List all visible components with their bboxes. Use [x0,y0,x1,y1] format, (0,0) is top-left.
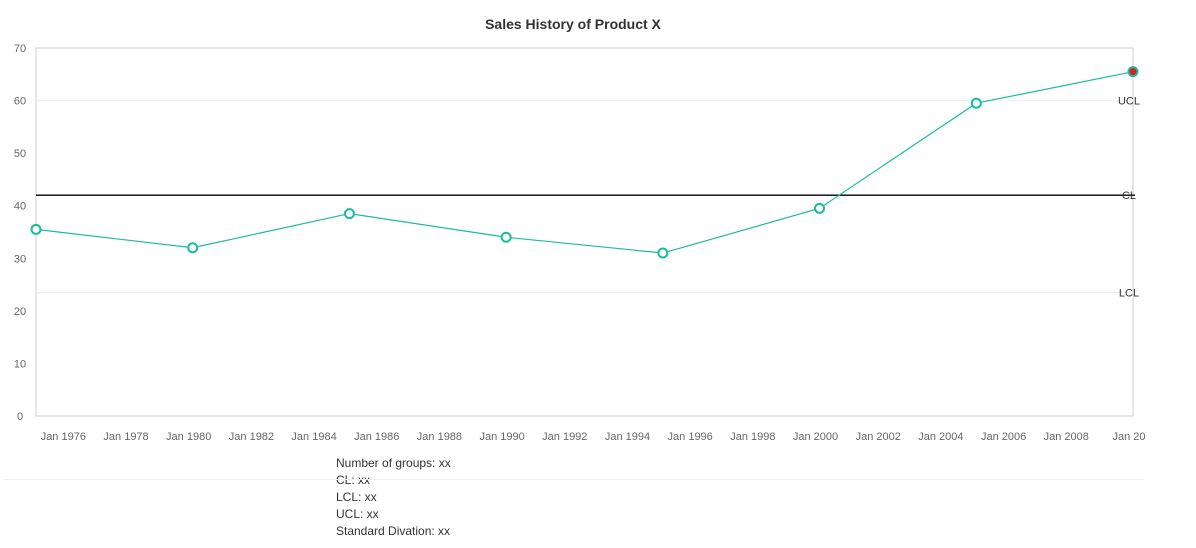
y-tick-label: 0 [17,411,23,423]
y-tick-label: 70 [14,43,26,55]
y-tick-label: 10 [14,358,26,370]
series-layer [30,66,1139,259]
x-tick-label: Jan 1984 [291,431,336,443]
stat-number-of-groups: Number of groups: xx [336,456,451,470]
x-tick-label: Jan 1998 [730,431,775,443]
series-line [35,71,1134,254]
y-tick-label: 60 [14,96,26,108]
data-point [343,208,355,220]
x-tick-label: Jan 2006 [981,431,1026,443]
x-tick-label: Jan 1996 [668,431,713,443]
y-tick-label: 50 [14,148,26,160]
chart-title: Sales History of Product X [485,16,661,32]
data-point [814,202,826,214]
y-tick-label: 40 [14,201,26,213]
data-point [500,231,512,243]
x-tick-label: Jan 1994 [605,431,650,443]
x-axis: Jan 1976 Jan 1978 Jan 1980 Jan 1982 Jan 1984… [41,431,1146,443]
y-tick-label: 30 [14,253,26,265]
stat-cl: CL: xx [336,473,371,487]
y-tick-label: 20 [14,306,26,318]
data-point [30,223,42,235]
stat-ucl: UCL: xx [336,507,379,521]
footer-divider [4,479,1144,480]
data-point [657,247,669,259]
x-tick-label: Jan 1986 [354,431,399,443]
x-tick-label: Jan 1990 [480,431,525,443]
control-lines: UCL CL LCL [36,96,1140,299]
control-line-label-cl: CL [1122,190,1136,202]
x-tick-label: Jan 1988 [417,431,462,443]
x-tick-label: Jan 2002 [856,431,901,443]
control-line-label-lcl: LCL [1119,287,1139,299]
x-tick-label: Jan 2004 [918,431,963,443]
data-point [970,97,982,109]
y-axis: 0 10 20 30 40 50 60 70 [14,43,26,423]
stat-lcl: LCL: xx [336,490,377,504]
x-tick-label: Jan 1980 [166,431,211,443]
x-tick-label: Jan 1992 [542,431,587,443]
stat-standard-deviation: Standard Divation: xx [336,524,451,538]
x-tick-label: Jan 2000 [793,431,838,443]
x-tick-label: Jan 1982 [229,431,274,443]
x-tick-label: Jan 1976 [41,431,86,443]
control-line-label-ucl: UCL [1118,96,1140,108]
x-tick-label: Jan 20 [1112,431,1145,443]
x-tick-label: Jan 2008 [1044,431,1089,443]
plot-area-frame [35,47,1134,417]
x-tick-label: Jan 1978 [103,431,148,443]
statistics-summary: Number of groups: xx CL: xx LCL: xx UCL:… [336,455,451,540]
data-point [187,242,199,254]
data-point [1127,66,1139,78]
